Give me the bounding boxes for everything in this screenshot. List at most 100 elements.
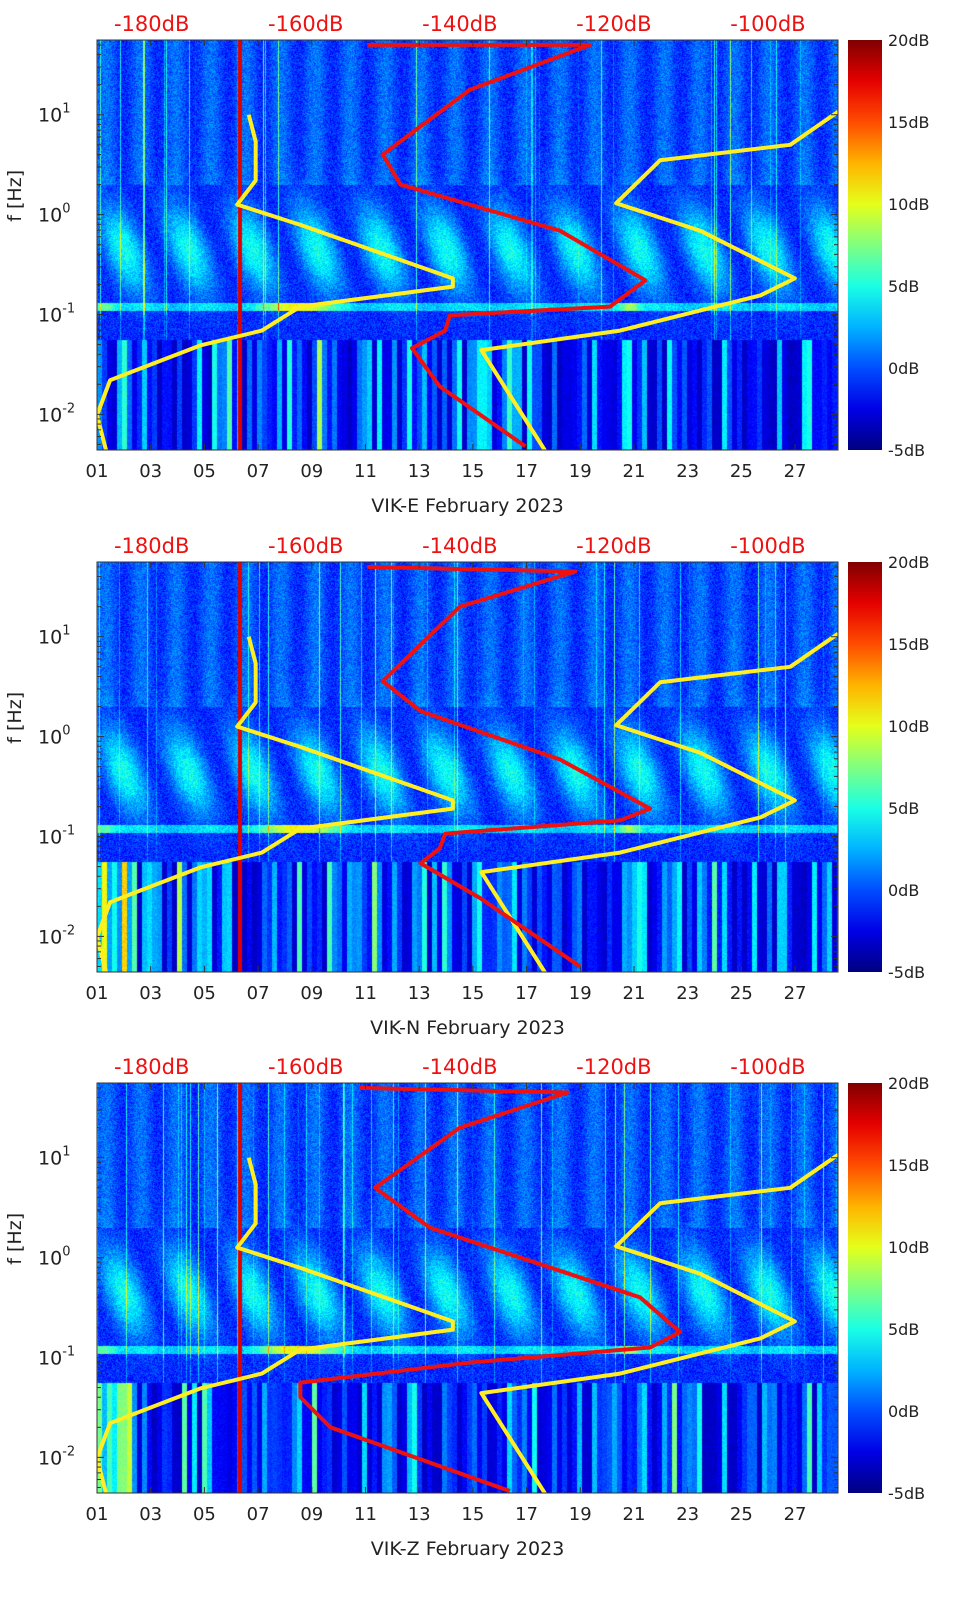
x-tick-label: 07 bbox=[247, 461, 270, 482]
x-tick-label: 23 bbox=[676, 461, 699, 482]
top-db-label: -120dB bbox=[576, 534, 651, 558]
y-tick-label: 100 bbox=[38, 723, 70, 748]
psd-curve bbox=[367, 564, 653, 968]
colorbar-tick-label: 10dB bbox=[888, 717, 930, 736]
colorbar-tick-label: 5dB bbox=[888, 1320, 919, 1339]
x-tick-label: 11 bbox=[354, 983, 377, 1004]
x-tick-label: 09 bbox=[300, 461, 323, 482]
x-tick-label: 19 bbox=[569, 1504, 592, 1525]
colorbar-tick-label: -5dB bbox=[888, 441, 925, 460]
y-axis-label: f [Hz] bbox=[4, 691, 26, 743]
x-tick-label: 03 bbox=[139, 983, 162, 1004]
x-tick-label: 25 bbox=[730, 461, 753, 482]
x-tick-label: 01 bbox=[86, 461, 109, 482]
y-axis-label: f [Hz] bbox=[4, 1213, 26, 1265]
y-tick-label: 101 bbox=[38, 623, 70, 648]
colorbar-tick-label: 0dB bbox=[888, 881, 919, 900]
spectrogram-image bbox=[97, 40, 838, 450]
top-db-label: -100dB bbox=[730, 12, 805, 36]
x-tick-label: 27 bbox=[784, 1504, 807, 1525]
colorbar-tick-label: 20dB bbox=[888, 553, 930, 572]
x-tick-label: 07 bbox=[247, 1504, 270, 1525]
x-tick-label: 03 bbox=[139, 1504, 162, 1525]
psd-curve bbox=[298, 1085, 683, 1493]
y-tick-label: 10-1 bbox=[38, 302, 75, 327]
y-tick-label: 10-1 bbox=[38, 1345, 75, 1370]
nlnm-curve bbox=[97, 1157, 455, 1493]
x-tick-label: 15 bbox=[461, 461, 484, 482]
x-tick-label: 05 bbox=[193, 461, 216, 482]
colorbar-tick-label: 5dB bbox=[888, 799, 919, 818]
spectrogram-image bbox=[97, 561, 838, 972]
y-tick-label: 100 bbox=[38, 202, 70, 227]
x-tick-label: 11 bbox=[354, 461, 377, 482]
y-tick-label: 10-2 bbox=[38, 923, 75, 948]
top-db-label: -140dB bbox=[422, 1055, 497, 1079]
top-db-label: -180dB bbox=[114, 1055, 189, 1079]
x-tick-label: 21 bbox=[623, 461, 646, 482]
x-tick-label: 03 bbox=[139, 461, 162, 482]
top-db-label: -140dB bbox=[422, 12, 497, 36]
colorbar bbox=[848, 40, 882, 450]
colorbar-tick-label: 10dB bbox=[888, 1238, 930, 1257]
colorbar-tick-label: 20dB bbox=[888, 31, 930, 50]
colorbar-tick-label: 15dB bbox=[888, 635, 930, 654]
top-db-label: -120dB bbox=[576, 12, 651, 36]
x-axis-label: VIK-N February 2023 bbox=[370, 1017, 565, 1039]
nhnm-curve bbox=[479, 110, 838, 450]
top-db-label: -160dB bbox=[268, 1055, 343, 1079]
x-tick-label: 07 bbox=[247, 983, 270, 1004]
x-tick-label: 19 bbox=[569, 983, 592, 1004]
x-tick-label: 09 bbox=[300, 1504, 323, 1525]
colorbar-tick-label: -5dB bbox=[888, 1484, 925, 1503]
x-axis-label: VIK-Z February 2023 bbox=[371, 1538, 565, 1560]
spectrogram-panel-1: 20dB 15dB 10dB 5dB 0dB -5dB 01 03 05 07 09 11 13 15 17… bbox=[0, 0, 962, 521]
top-db-label: -180dB bbox=[114, 534, 189, 558]
x-tick-label: 13 bbox=[408, 1504, 431, 1525]
y-axis-label: f [Hz] bbox=[4, 170, 26, 222]
spectrogram-panel-3: 20dB 15dB 10dB 5dB 0dB -5dB 01 03 05 07 09 11 13 15 17… bbox=[0, 1043, 962, 1564]
x-tick-label: 25 bbox=[730, 983, 753, 1004]
colorbar-tick-label: 15dB bbox=[888, 113, 930, 132]
colorbar bbox=[848, 1083, 882, 1493]
colorbar-tick-label: 10dB bbox=[888, 195, 930, 214]
colorbar bbox=[848, 561, 882, 972]
colorbar-tick-label: 0dB bbox=[888, 1402, 919, 1421]
y-tick-label: 10-1 bbox=[38, 823, 75, 848]
psd-curve bbox=[367, 42, 648, 448]
y-tick-label: 101 bbox=[38, 102, 70, 127]
top-db-label: -120dB bbox=[576, 1055, 651, 1079]
x-tick-label: 05 bbox=[193, 983, 216, 1004]
top-db-label: -100dB bbox=[730, 1055, 805, 1079]
x-tick-label: 19 bbox=[569, 461, 592, 482]
nlnm-curve bbox=[97, 114, 455, 450]
x-axis-label: VIK-E February 2023 bbox=[371, 495, 564, 517]
x-tick-label: 21 bbox=[623, 1504, 646, 1525]
colorbar-tick-label: -5dB bbox=[888, 963, 925, 982]
x-tick-label: 17 bbox=[515, 1504, 538, 1525]
x-tick-label: 13 bbox=[408, 983, 431, 1004]
colorbar-tick-label: 20dB bbox=[888, 1074, 930, 1093]
y-tick-label: 100 bbox=[38, 1245, 70, 1270]
colorbar-tick-label: 5dB bbox=[888, 277, 919, 296]
x-tick-label: 11 bbox=[354, 1504, 377, 1525]
x-tick-label: 25 bbox=[730, 1504, 753, 1525]
top-db-label: -100dB bbox=[730, 534, 805, 558]
x-tick-label: 01 bbox=[86, 1504, 109, 1525]
y-tick-label: 10-2 bbox=[38, 1444, 75, 1469]
x-tick-label: 13 bbox=[408, 461, 431, 482]
x-tick-label: 23 bbox=[676, 1504, 699, 1525]
x-tick-label: 17 bbox=[515, 461, 538, 482]
top-db-label: -160dB bbox=[268, 534, 343, 558]
x-tick-label: 27 bbox=[784, 461, 807, 482]
x-tick-label: 17 bbox=[515, 983, 538, 1004]
top-db-label: -180dB bbox=[114, 12, 189, 36]
spectrogram-image bbox=[97, 1083, 838, 1493]
nlnm-curve bbox=[97, 635, 455, 972]
top-db-label: -140dB bbox=[422, 534, 497, 558]
nhnm-curve bbox=[479, 1153, 838, 1493]
x-tick-label: 23 bbox=[676, 983, 699, 1004]
x-tick-label: 01 bbox=[86, 983, 109, 1004]
y-tick-label: 101 bbox=[38, 1145, 70, 1170]
colorbar-tick-label: 0dB bbox=[888, 359, 919, 378]
